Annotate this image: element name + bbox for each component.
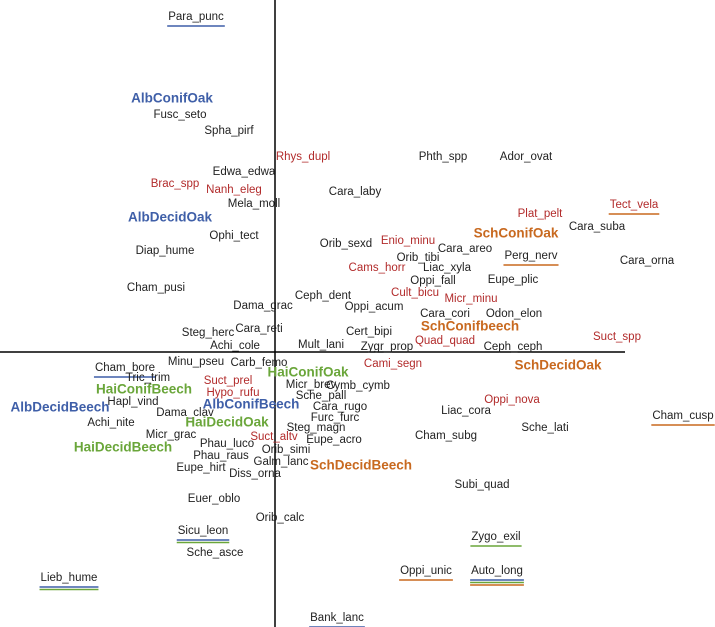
- point-label: Nanh_eleg: [206, 184, 262, 196]
- point-label: SchDecidOak: [514, 358, 602, 373]
- point-label: AlbConifBeech: [203, 397, 300, 412]
- point-label: Cham_bore: [95, 362, 155, 374]
- point-label: Cert_bipi: [346, 326, 392, 338]
- point-label: Eupe_hirt: [176, 462, 226, 474]
- point-label: Diss_orna: [229, 468, 281, 480]
- point-label: AlbDecidOak: [128, 210, 213, 225]
- point-label: Mela_moll: [228, 198, 280, 210]
- point-label: Achi_cole: [210, 340, 260, 352]
- point-label: Euer_oblo: [188, 493, 240, 505]
- point-label: Enio_minu: [381, 235, 435, 247]
- point-label: Mult_lani: [298, 339, 344, 351]
- point-label: AlbDecidBeech: [10, 400, 109, 415]
- point-label: Sche_asce: [187, 547, 244, 559]
- point-label: Furc_furc: [311, 412, 360, 424]
- point-label: Brac_spp: [151, 178, 200, 190]
- point-label: Tric_trim: [126, 372, 170, 384]
- point-label: HaiDecidOak: [185, 415, 269, 430]
- point-label: Spha_pirf: [204, 125, 254, 137]
- point-label: Ceph_ceph: [484, 341, 543, 353]
- point-label: Cham_pusi: [127, 282, 185, 294]
- point-label: Galm_lanc: [254, 456, 309, 468]
- point-label: Suct_prel: [204, 375, 253, 387]
- point-label: Auto_long: [471, 565, 523, 577]
- point-label: Cara_reti: [235, 323, 282, 335]
- point-label: Orib_calc: [256, 512, 305, 524]
- point-label: Cara_rugo: [313, 401, 367, 413]
- point-label: Cara_cori: [420, 308, 470, 320]
- point-label: Cara_areo: [438, 243, 492, 255]
- point-label: Achi_nite: [87, 417, 134, 429]
- point-label: Phth_spp: [419, 151, 468, 163]
- point-label: Micr_brev: [286, 379, 337, 391]
- point-label: Oppi_acum: [345, 301, 404, 313]
- point-label: Cara_suba: [569, 221, 626, 233]
- point-label: Oppi_fall: [410, 275, 455, 287]
- point-label: Cham_subg: [415, 430, 477, 442]
- point-label: Perg_nerv: [504, 250, 557, 262]
- point-label: SchConifOak: [474, 226, 559, 241]
- point-label: Sche_lati: [521, 422, 568, 434]
- point-label: Lieb_hume: [41, 572, 98, 584]
- point-label: Orib_tibi: [397, 252, 440, 264]
- point-label: Liac_xyla: [423, 262, 472, 274]
- point-label: Oppi_unic: [400, 565, 452, 577]
- point-label: Dama_clav: [156, 407, 214, 419]
- point-label: Cult_bicu: [391, 287, 439, 299]
- point-label: Orib_simi: [262, 444, 311, 456]
- point-label: Sche_pall: [296, 390, 347, 402]
- point-label: Ador_ovat: [500, 151, 553, 163]
- point-label: Suct_altv: [250, 431, 298, 443]
- point-label: Carb_femo: [231, 357, 288, 369]
- point-label: Plat_pelt: [518, 208, 564, 220]
- point-label: Phau_luco: [200, 438, 254, 450]
- point-label: Steg_herc: [182, 327, 235, 339]
- point-label: Liac_cora: [441, 405, 491, 417]
- point-label: Rhys_dupl: [276, 151, 330, 163]
- point-label: AlbConifOak: [131, 91, 213, 106]
- point-label: Quad_quad: [415, 335, 475, 347]
- point-label: Tect_vela: [610, 199, 659, 211]
- point-label: Dama_grac: [233, 300, 293, 312]
- point-label: Cams_horr: [349, 262, 406, 274]
- point-label: SchConifbeech: [421, 319, 519, 334]
- point-label: Zygo_exil: [471, 531, 520, 543]
- point-label: Zygr_prop: [361, 341, 413, 353]
- point-label: SchDecidBeech: [310, 458, 412, 473]
- point-label: Hapl_vind: [107, 396, 158, 408]
- point-label: Cara_orna: [620, 255, 675, 267]
- point-label: Cara_laby: [329, 186, 382, 198]
- point-label: Edwa_edwa: [213, 166, 276, 178]
- point-label: Cymb_cymb: [326, 380, 390, 392]
- point-label: Bank_lanc: [310, 612, 364, 624]
- point-label: HaiConifOak: [267, 365, 349, 380]
- point-label: Diap_hume: [136, 245, 195, 257]
- point-label: Odon_elon: [486, 308, 542, 320]
- point-label: HaiDecidBeech: [74, 440, 172, 455]
- point-label: Micr_grac: [146, 429, 197, 441]
- point-label: Fusc_seto: [153, 109, 206, 121]
- point-label: Phau_raus: [193, 450, 249, 462]
- point-label: Subi_quad: [455, 479, 510, 491]
- point-label: Para_punc: [168, 11, 224, 23]
- point-label: Hypo_rufu: [206, 387, 259, 399]
- point-label: HaiConifBeech: [96, 382, 192, 397]
- point-label: Sicu_leon: [178, 525, 229, 537]
- point-label: Oppi_nova: [484, 394, 540, 406]
- point-label: Minu_pseu: [168, 356, 224, 368]
- point-label: Cham_cusp: [652, 410, 713, 422]
- point-label: Ophi_tect: [209, 230, 259, 242]
- point-label: Steg_magn: [287, 422, 346, 434]
- point-label: Ceph_dent: [295, 290, 352, 302]
- point-label: Eupe_plic: [488, 274, 539, 286]
- point-label: Cami_segn: [364, 358, 422, 370]
- point-label: Suct_spp: [593, 331, 641, 343]
- point-label: Micr_minu: [444, 293, 497, 305]
- point-label: Eupe_acro: [306, 434, 362, 446]
- point-label: Orib_sexd: [320, 238, 372, 250]
